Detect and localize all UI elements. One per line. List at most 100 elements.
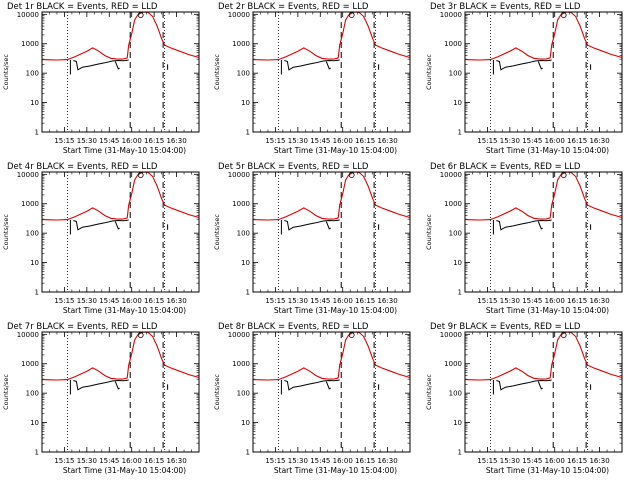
y-tick-label: 100: [26, 230, 39, 238]
series-events-segment: [537, 61, 544, 70]
x-tick-label: 16:15: [355, 137, 375, 145]
x-tick-label: 15:30: [500, 297, 520, 305]
x-tick-label: 15:15: [265, 297, 285, 305]
y-tick-label: 1: [246, 289, 250, 297]
x-tick-label: 15:45: [310, 297, 330, 305]
y-tick-label: 10000: [228, 11, 250, 19]
y-tick-label: 100: [237, 230, 250, 238]
x-tick-label: 16:30: [377, 137, 397, 145]
y-tick-label: 1: [458, 129, 462, 137]
panel-5: Det 5r BLACK = Events, RED = LLD Counts/s…: [213, 162, 411, 315]
y-tick-label: 10000: [17, 331, 39, 339]
series-lld-line: [464, 331, 623, 381]
peak-marker: [137, 12, 144, 19]
y-tick-label: 100: [26, 70, 39, 78]
panel-title: Det 5r BLACK = Events, RED = LLD: [218, 162, 369, 172]
series-lld-line: [252, 331, 411, 381]
y-tick-label: 100: [449, 70, 462, 78]
peak-marker: [348, 172, 355, 179]
y-axis-label: Counts/sec: [425, 54, 433, 90]
series-events-segment: [325, 381, 332, 390]
x-axis-label: Start Time (31-May-10 15:04:00): [486, 146, 609, 155]
y-tick-label: 1: [246, 449, 250, 457]
plot-frame: [252, 331, 411, 453]
peak-marker: [560, 172, 567, 179]
x-tick-label: 15:45: [99, 137, 119, 145]
y-tick-label: 10: [453, 419, 462, 427]
y-tick-label: 10000: [440, 171, 462, 179]
x-tick-label: 15:15: [54, 457, 74, 465]
y-tick-label: 1000: [444, 40, 462, 48]
plot-frame: [252, 11, 411, 133]
panel-4: Det 4r BLACK = Events, RED = LLD Counts/s…: [2, 162, 200, 315]
series-events-segment: [73, 59, 129, 71]
x-tick-label: 15:30: [500, 137, 520, 145]
y-tick-label: 1000: [21, 360, 39, 368]
x-tick-label: 15:15: [54, 297, 74, 305]
x-tick-label: 15:30: [77, 137, 97, 145]
y-tick-label: 100: [449, 390, 462, 398]
x-tick-label: 15:15: [477, 297, 497, 305]
y-tick-label: 100: [26, 390, 39, 398]
panel-6: Det 6r BLACK = Events, RED = LLD Counts/s…: [425, 162, 623, 315]
x-tick-label: 16:00: [545, 137, 565, 145]
series-events-segment: [73, 379, 129, 391]
panel-3: Det 3r BLACK = Events, RED = LLD Counts/s…: [425, 2, 623, 155]
x-tick-label: 16:00: [122, 297, 142, 305]
y-tick-label: 1000: [444, 200, 462, 208]
y-tick-label: 10: [241, 99, 250, 107]
x-tick-label: 15:45: [99, 297, 119, 305]
x-tick-label: 16:30: [589, 297, 609, 305]
panel-8: Det 8r BLACK = Events, RED = LLD Counts/s…: [213, 322, 411, 475]
x-tick-label: 16:00: [545, 297, 565, 305]
y-axis-label: Counts/sec: [425, 374, 433, 410]
panel-title: Det 4r BLACK = Events, RED = LLD: [7, 162, 158, 172]
x-tick-label: 15:30: [288, 297, 308, 305]
x-tick-label: 15:15: [265, 137, 285, 145]
series-events-segment: [537, 381, 544, 390]
series-events-segment: [73, 219, 129, 231]
x-tick-label: 15:45: [310, 137, 330, 145]
plot-frame: [41, 11, 200, 133]
peak-marker: [560, 332, 567, 339]
plot-frame: [464, 11, 623, 133]
y-axis-label: Counts/sec: [213, 214, 221, 250]
y-axis-label: Counts/sec: [2, 54, 10, 90]
series-events-segment: [496, 379, 552, 391]
plot-frame: [464, 331, 623, 453]
series-events-segment: [496, 59, 552, 71]
x-tick-label: 15:45: [99, 457, 119, 465]
y-tick-label: 1000: [444, 360, 462, 368]
x-axis-label: Start Time (31-May-10 15:04:00): [486, 306, 609, 315]
y-tick-label: 10: [241, 419, 250, 427]
panel-title: Det 1r BLACK = Events, RED = LLD: [7, 2, 158, 12]
y-axis-label: Counts/sec: [213, 374, 221, 410]
series-events-segment: [284, 379, 340, 391]
x-tick-label: 16:15: [144, 457, 164, 465]
x-axis-label: Start Time (31-May-10 15:04:00): [63, 146, 186, 155]
x-axis-label: Start Time (31-May-10 15:04:00): [274, 466, 397, 475]
x-tick-label: 16:15: [567, 297, 587, 305]
x-tick-label: 16:00: [333, 297, 353, 305]
x-axis-label: Start Time (31-May-10 15:04:00): [486, 466, 609, 475]
y-tick-label: 1000: [232, 360, 250, 368]
x-tick-label: 16:15: [567, 137, 587, 145]
x-axis-label: Start Time (31-May-10 15:04:00): [274, 306, 397, 315]
x-tick-label: 16:15: [144, 137, 164, 145]
y-tick-label: 10000: [228, 171, 250, 179]
series-events-segment: [114, 381, 121, 390]
y-axis-label: Counts/sec: [213, 54, 221, 90]
series-events-segment: [114, 61, 121, 70]
y-tick-label: 1000: [232, 40, 250, 48]
panel-7: Det 7r BLACK = Events, RED = LLD Counts/s…: [2, 322, 200, 475]
series-events-segment: [325, 61, 332, 70]
x-tick-label: 16:30: [589, 457, 609, 465]
x-tick-label: 16:30: [589, 137, 609, 145]
plot-frame: [41, 171, 200, 293]
y-tick-label: 10: [30, 99, 39, 107]
y-tick-label: 1000: [21, 40, 39, 48]
x-tick-label: 15:30: [500, 457, 520, 465]
x-tick-label: 16:15: [355, 297, 375, 305]
x-tick-label: 15:15: [477, 137, 497, 145]
